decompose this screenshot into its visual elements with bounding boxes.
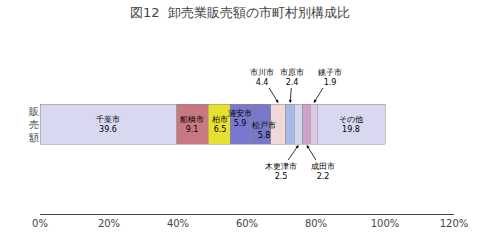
svg-text:60%: 60% <box>236 218 258 229</box>
svg-text:40%: 40% <box>167 218 189 229</box>
svg-text:成田市2.2: 成田市2.2 <box>311 162 335 181</box>
svg-text:木更津市2.5: 木更津市2.5 <box>265 162 297 181</box>
svg-text:販売額: 販売額 <box>29 106 39 143</box>
svg-text:図12 卸売業販売額の市町村別構成比: 図12 卸売業販売額の市町村別構成比 <box>130 5 350 20</box>
svg-text:市原市2.4: 市原市2.4 <box>280 68 304 87</box>
svg-text:120%: 120% <box>440 218 469 229</box>
svg-text:その他19.8: その他19.8 <box>339 115 363 134</box>
svg-text:20%: 20% <box>98 218 120 229</box>
svg-text:市川市4.4: 市川市4.4 <box>250 68 274 87</box>
svg-text:100%: 100% <box>371 218 400 229</box>
svg-text:0%: 0% <box>32 218 48 229</box>
svg-text:千葉市39.6: 千葉市39.6 <box>96 115 120 134</box>
svg-text:船橋市9.1: 船橋市9.1 <box>180 115 204 134</box>
svg-text:80%: 80% <box>305 218 327 229</box>
svg-text:銚子市1.9: 銚子市1.9 <box>318 68 342 87</box>
svg-text:松戸市5.8: 松戸市5.8 <box>252 121 276 140</box>
svg-text:柏市6.5: 柏市6.5 <box>211 115 228 134</box>
svg-text:浦安市5.9: 浦安市5.9 <box>228 109 252 128</box>
